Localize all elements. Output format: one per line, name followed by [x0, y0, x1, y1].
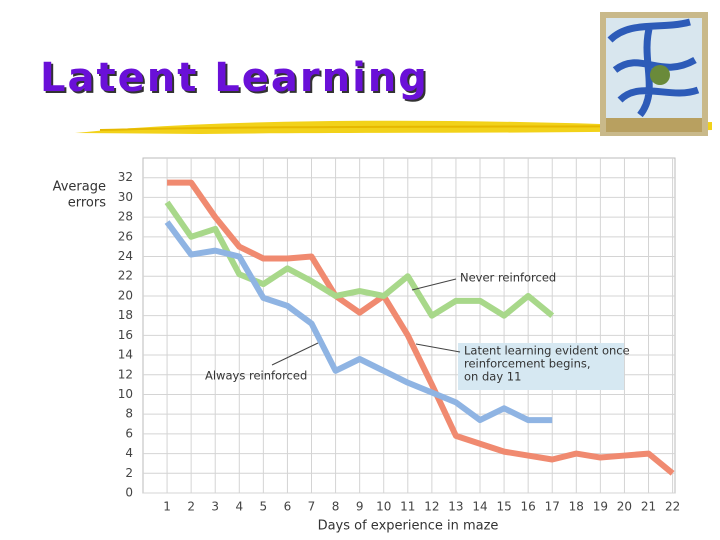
- annotation-box: [458, 343, 624, 390]
- x-tick-label: 1: [163, 500, 171, 514]
- y-tick-label: 8: [125, 407, 133, 421]
- annotation: Latent learning evident once: [464, 344, 630, 358]
- y-axis-label: Average: [53, 180, 106, 195]
- y-tick-label: 2: [125, 466, 133, 480]
- y-tick-label: 10: [118, 387, 133, 401]
- x-tick-label: 17: [545, 500, 560, 514]
- x-tick-label: 22: [665, 500, 680, 514]
- y-tick-label: 26: [118, 229, 133, 243]
- x-tick-label: 19: [593, 500, 608, 514]
- annotation: Never reinforced: [460, 271, 556, 285]
- x-tick-label: 4: [235, 500, 243, 514]
- plot: [164, 179, 675, 476]
- series-line: [164, 200, 555, 319]
- x-tick-label: 7: [308, 500, 316, 514]
- y-tick-label: 16: [118, 328, 133, 342]
- x-tick-label: 16: [521, 500, 536, 514]
- y-tick-label: 30: [118, 190, 133, 204]
- leader-line: [411, 278, 457, 291]
- annotation: Always reinforced: [205, 369, 307, 383]
- y-tick-label: 22: [118, 269, 133, 283]
- x-tick-label: 13: [448, 500, 463, 514]
- x-tick-label: 11: [400, 500, 415, 514]
- title-shadow: Latent Learning: [42, 57, 431, 103]
- x-tick-label: 14: [472, 500, 487, 514]
- leader-line: [415, 343, 461, 353]
- y-tick-label: 24: [118, 249, 133, 263]
- x-tick-label: 8: [332, 500, 340, 514]
- x-tick-label: 6: [284, 500, 292, 514]
- series-line: [164, 220, 553, 424]
- x-tick-label: 9: [356, 500, 364, 514]
- x-tick-label: 2: [187, 500, 195, 514]
- y-axis-label: errors: [68, 196, 106, 211]
- leader-line: [271, 342, 319, 366]
- y-tick-label: 12: [118, 367, 133, 381]
- y-tick-label: 4: [125, 446, 133, 460]
- x-tick-label: 3: [211, 500, 219, 514]
- annotation: reinforcement begins,: [464, 357, 591, 371]
- chart-title: Latent Learning: [40, 55, 429, 101]
- x-tick-label: 18: [569, 500, 584, 514]
- y-tick-label: 0: [125, 486, 133, 500]
- series-line: [167, 179, 675, 476]
- x-axis-label: Days of experience in maze: [318, 519, 499, 534]
- y-tick-label: 6: [125, 426, 133, 440]
- y-tick-label: 18: [118, 308, 133, 322]
- grid: [143, 158, 675, 494]
- brush-stroke-edge: [99, 125, 701, 131]
- x-tick-label: 20: [617, 500, 632, 514]
- x-tick-label: 15: [496, 500, 511, 514]
- x-tick-label: 21: [641, 500, 656, 514]
- x-tick-label: 5: [260, 500, 268, 514]
- annotation: on day 11: [464, 370, 521, 384]
- y-tick-label: 14: [118, 348, 133, 362]
- y-tick-label: 20: [118, 288, 133, 302]
- y-tick-label: 28: [118, 210, 133, 224]
- plot-area: [142, 157, 676, 494]
- x-tick-label: 12: [424, 500, 439, 514]
- book-cover-image: [600, 12, 708, 136]
- y-tick-label: 32: [118, 170, 133, 184]
- x-tick-label: 10: [376, 500, 391, 514]
